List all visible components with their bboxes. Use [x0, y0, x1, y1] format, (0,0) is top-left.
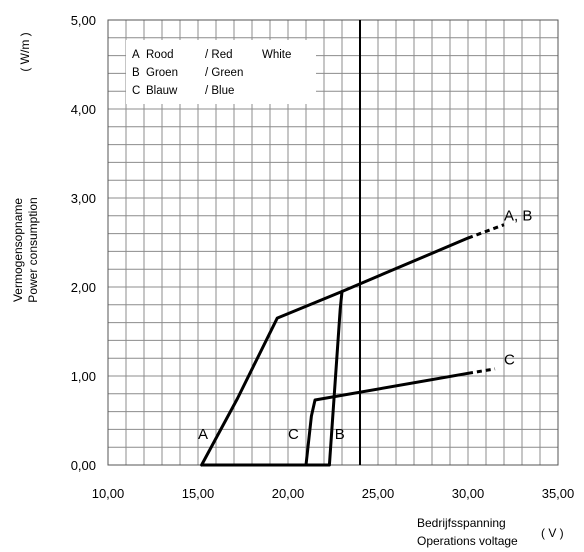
x-tick-label: 20,00	[272, 486, 305, 501]
x-tick-label: 25,00	[362, 486, 395, 501]
series-a-line	[200, 236, 470, 467]
legend-dutch: Rood	[146, 49, 174, 61]
curve-label: C	[288, 426, 299, 443]
y-tick-label: 1,00	[71, 369, 96, 384]
x-tick-label: 30,00	[452, 486, 485, 501]
x-tick-label: 15,00	[182, 486, 215, 501]
legend-key: B	[132, 67, 140, 79]
y-axis-label-nl: Vermogensopname	[11, 198, 25, 302]
x-axis-label-en: Operations voltage	[417, 534, 518, 548]
y-tick-label: 2,00	[71, 280, 96, 295]
y-tick-label: 4,00	[71, 102, 96, 117]
legend-extra: White	[262, 49, 291, 61]
y-axis-unit: ( W/m )	[18, 32, 32, 71]
legend-background	[126, 40, 316, 104]
x-axis-unit: ( V )	[541, 526, 564, 540]
legend-key: C	[132, 85, 140, 97]
legend-english: / Red	[205, 49, 233, 61]
x-axis-title: Bedrijfsspanning Operations voltage ( V …	[417, 516, 564, 548]
curve-label: C	[504, 351, 515, 368]
tick-labels: 10,00 15,00 20,00 25,00 30,00 35,00 0,00 1,00 2,…	[71, 13, 575, 501]
legend-dutch: Groen	[146, 67, 178, 79]
series-c-line	[304, 371, 470, 467]
y-tick-label: 3,00	[71, 191, 96, 206]
y-tick-label: 0,00	[71, 458, 96, 473]
legend-key: A	[132, 49, 140, 61]
x-tick-label: 10,00	[92, 486, 125, 501]
series-b-line	[327, 289, 344, 467]
plot-border	[107, 19, 559, 466]
y-tick-label: 5,00	[71, 13, 96, 28]
y-axis-label-en: Power consumption	[26, 197, 40, 302]
curve-label: A	[198, 426, 208, 443]
series-c-extension	[467, 367, 496, 375]
y-axis-title: Vermogensopname Power consumption ( W/m …	[11, 32, 40, 302]
curve-label: B	[335, 426, 345, 443]
series-a-extension	[467, 223, 505, 240]
legend: A Rood / Red White B Groen / Green C Blauw / Blue	[126, 40, 316, 104]
legend-dutch: Blauw	[146, 85, 178, 97]
curve-labels: A, B C A C B	[198, 207, 532, 443]
series-group	[200, 223, 505, 467]
x-axis-label-nl: Bedrijfsspanning	[417, 516, 506, 530]
curve-label: A, B	[504, 207, 532, 224]
legend-english: / Green	[205, 67, 243, 79]
x-tick-label: 35,00	[542, 486, 575, 501]
legend-english: / Blue	[205, 85, 234, 97]
